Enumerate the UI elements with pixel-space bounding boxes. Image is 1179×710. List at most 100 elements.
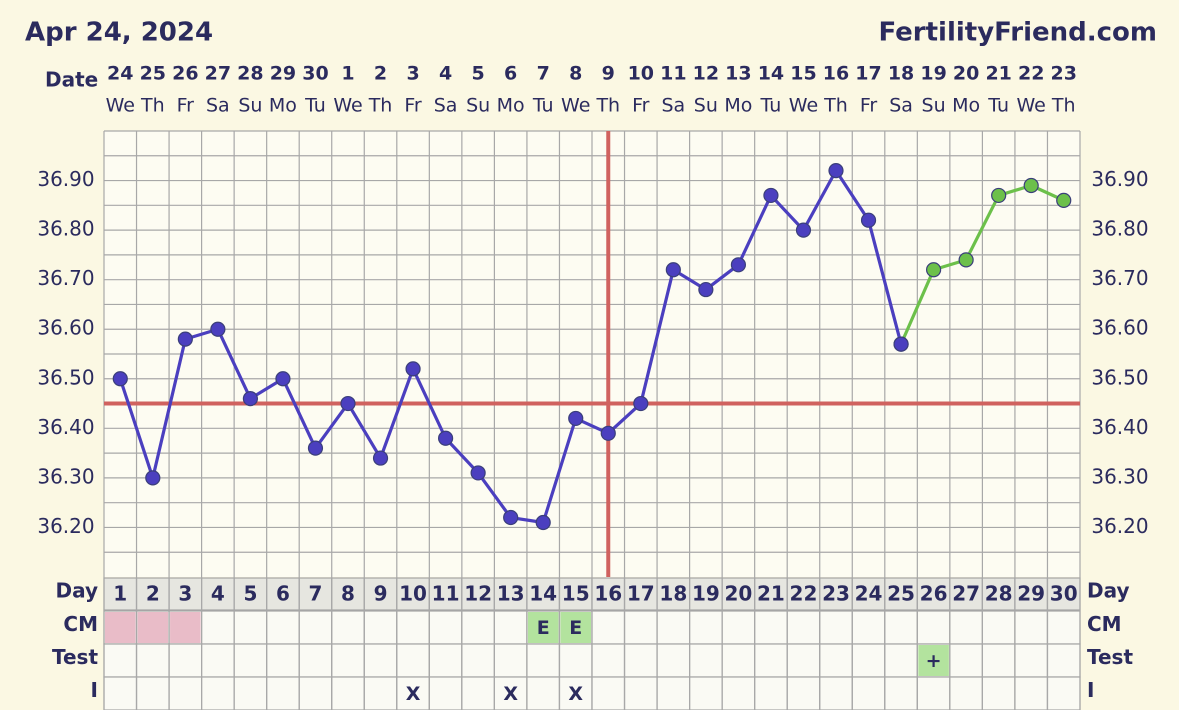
table-cell [623, 610, 658, 645]
date-label: 11 [660, 63, 686, 85]
day-label: 9 [374, 582, 388, 606]
date-label: 6 [504, 63, 517, 85]
temperature-point [698, 281, 714, 298]
table-cell [298, 577, 333, 611]
chart-title: Apr 24, 2024 [25, 18, 213, 48]
temperature-point [795, 222, 812, 238]
temperature-point [665, 262, 681, 278]
y-tick-label: 36.70 [37, 266, 94, 290]
table-cell [884, 610, 918, 645]
day-label: 11 [432, 582, 460, 606]
table-cell [266, 676, 300, 710]
date-label: 1 [341, 63, 354, 85]
table-cell [461, 610, 496, 645]
day-label: 30 [1050, 582, 1078, 606]
table-cell [428, 643, 463, 678]
table-cell [851, 577, 886, 611]
table-cell [558, 643, 593, 678]
table-cell [656, 577, 691, 611]
table-cell [493, 643, 528, 678]
date-label: 20 [953, 63, 979, 85]
cm-label: E [569, 617, 582, 639]
date-label: 13 [725, 63, 751, 85]
table-cell [688, 610, 723, 645]
table-cell [493, 610, 528, 645]
table-cell [981, 610, 1016, 645]
temperature-point [112, 371, 128, 387]
day-label: 24 [855, 582, 883, 606]
weekday-label: Sa [889, 95, 913, 117]
table-cell [266, 577, 300, 611]
temperature-point [177, 331, 193, 347]
table-cell [201, 643, 235, 678]
day-label: 27 [952, 582, 980, 606]
table-cell [168, 676, 203, 710]
temperature-point [1023, 177, 1039, 194]
table-cell [428, 610, 463, 645]
row-label: Day [55, 579, 98, 603]
temperature-point [763, 187, 779, 204]
table-cell [884, 676, 918, 710]
table-cell [526, 577, 561, 611]
table-cell [266, 643, 300, 678]
table-cell [949, 610, 983, 645]
temperature-point [828, 163, 844, 179]
table-cell [656, 676, 691, 710]
row-label: Test [52, 645, 98, 669]
temperature-point [242, 391, 258, 407]
day-label: 29 [1017, 582, 1045, 606]
day-label: 19 [692, 582, 720, 606]
date-label: 3 [406, 63, 419, 85]
day-label: 20 [724, 582, 752, 606]
weekday-label: Tu [987, 95, 1009, 117]
table-cell [233, 676, 268, 710]
table-cell [623, 676, 658, 710]
y-tick-label: 36.80 [1091, 217, 1148, 241]
y-tick-label: 36.60 [1091, 316, 1148, 340]
cm-cell [170, 612, 201, 643]
table-cell [233, 610, 268, 645]
date-label: 26 [172, 63, 198, 85]
weekday-label: Th [140, 95, 165, 117]
test-cell [918, 645, 949, 676]
weekday-label: Sa [206, 95, 230, 117]
table-cell [721, 676, 756, 710]
table-cell [916, 577, 951, 611]
weekday-label: We [789, 95, 818, 117]
date-label: 24 [107, 63, 133, 85]
table-cell [916, 610, 951, 645]
y-tick-label: 36.50 [37, 365, 94, 389]
table-cell [331, 610, 365, 645]
day-label: 12 [464, 582, 492, 606]
y-tick-label: 36.30 [1091, 464, 1148, 488]
date-label: 25 [140, 63, 166, 85]
weekday-label: Su [466, 95, 490, 117]
table-cell [298, 676, 333, 710]
table-cell [981, 577, 1016, 611]
table-cell [266, 610, 300, 645]
weekday-label: We [333, 95, 362, 117]
day-label: 22 [790, 582, 818, 606]
table-cell [363, 676, 398, 710]
table-cell [688, 676, 723, 710]
temperature-point [633, 395, 649, 412]
table-cell [916, 676, 951, 710]
row-label: I [91, 678, 98, 702]
date-label: 18 [888, 63, 914, 85]
table-cell [461, 577, 496, 611]
date-label: 5 [472, 63, 485, 85]
y-tick-label: 36.70 [1091, 266, 1148, 290]
date-label: 10 [628, 63, 654, 85]
day-label: 28 [985, 582, 1013, 606]
temperature-point [568, 410, 584, 427]
table-cell [1014, 643, 1049, 678]
temperature-point [600, 425, 616, 441]
table-cell [331, 676, 365, 710]
weekday-label: Mo [952, 95, 980, 117]
weekday-label: Sa [434, 95, 458, 117]
weekday-label: Fr [860, 95, 878, 117]
date-label: 29 [270, 63, 296, 85]
table-cell [851, 676, 886, 710]
table-cell [461, 643, 496, 678]
table-cell [591, 643, 626, 678]
